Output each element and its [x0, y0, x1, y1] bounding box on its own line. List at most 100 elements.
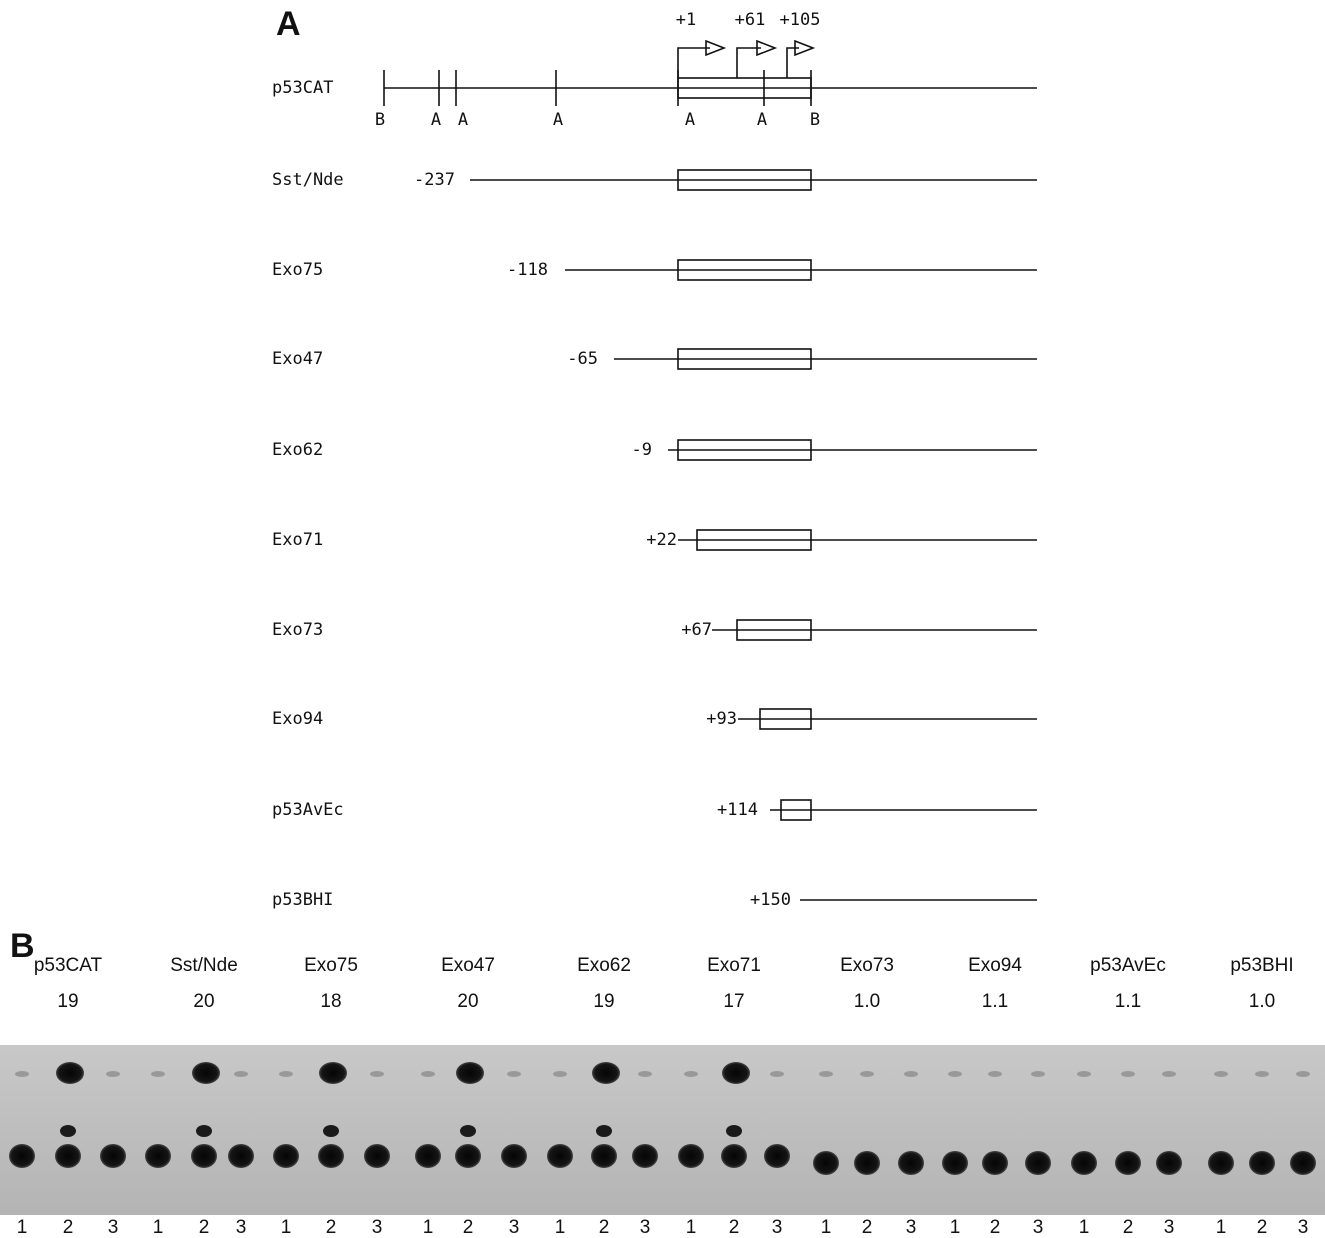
start-label: +1 [676, 10, 696, 30]
construct-name: p53BHI [272, 890, 333, 910]
lane-number: 1 [950, 1217, 961, 1238]
faint-band [1214, 1071, 1228, 1077]
group-name: Sst/Nde [170, 955, 238, 976]
lane-number: 2 [326, 1217, 337, 1238]
spot [501, 1144, 527, 1168]
site-label: A [458, 110, 468, 130]
band [323, 1125, 339, 1137]
faint-band [1031, 1071, 1045, 1077]
faint-band [234, 1071, 248, 1077]
fold-induction: 17 [723, 991, 744, 1012]
band [592, 1062, 620, 1084]
band [722, 1062, 750, 1084]
faint-band [1255, 1071, 1269, 1077]
spot [1115, 1151, 1141, 1175]
faint-band [507, 1071, 521, 1077]
start-position: +67 [681, 620, 712, 640]
construct-name: Exo62 [272, 440, 323, 460]
faint-band [15, 1071, 29, 1077]
group-name: p53CAT [34, 955, 103, 976]
band [460, 1125, 476, 1137]
start-position: +114 [717, 800, 758, 820]
lane-number: 1 [1079, 1217, 1090, 1238]
group-name: Exo47 [441, 955, 495, 976]
band [60, 1125, 76, 1137]
fold-induction: 1.0 [854, 991, 880, 1012]
site-label: B [375, 110, 385, 130]
faint-band [988, 1071, 1002, 1077]
construct-name: Exo47 [272, 349, 323, 369]
spot [228, 1144, 254, 1168]
lane-number: 2 [1123, 1217, 1134, 1238]
lane-number: 1 [153, 1217, 164, 1238]
spot [415, 1144, 441, 1168]
faint-band [770, 1071, 784, 1077]
start-label: +61 [735, 10, 766, 30]
spot [100, 1144, 126, 1168]
fold-induction: 1.1 [982, 991, 1008, 1012]
band [192, 1062, 220, 1084]
spot [1208, 1151, 1234, 1175]
group-name: Exo62 [577, 955, 631, 976]
fold-induction: 20 [193, 991, 214, 1012]
faint-band [1162, 1071, 1176, 1077]
spot [455, 1144, 481, 1168]
lane-number: 2 [599, 1217, 610, 1238]
start-position: -237 [414, 170, 455, 190]
lane-number: 2 [63, 1217, 74, 1238]
group-name: Exo75 [304, 955, 358, 976]
band [56, 1062, 84, 1084]
lane-number: 2 [729, 1217, 740, 1238]
spot [764, 1144, 790, 1168]
spot [1156, 1151, 1182, 1175]
figure: A B p53CATSst/Nde-237Exo75-118Exo47-65Ex… [0, 0, 1325, 1238]
band [319, 1062, 347, 1084]
site-label: B [810, 110, 820, 130]
spot [273, 1144, 299, 1168]
group-name: p53AvEc [1090, 955, 1166, 976]
faint-band [1296, 1071, 1310, 1077]
band [596, 1125, 612, 1137]
fold-induction: 19 [593, 991, 614, 1012]
site-label: A [757, 110, 767, 130]
spot [547, 1144, 573, 1168]
lane-number: 3 [906, 1217, 917, 1238]
start-position: +150 [750, 890, 791, 910]
lane-number: 2 [990, 1217, 1001, 1238]
site-label: A [685, 110, 695, 130]
spot [191, 1144, 217, 1168]
site-label: A [431, 110, 441, 130]
panel-label: A [276, 5, 301, 43]
lane-number: 3 [772, 1217, 783, 1238]
lane-number: 3 [108, 1217, 119, 1238]
construct-name: p53AvEc [272, 800, 344, 820]
spot [942, 1151, 968, 1175]
spot [364, 1144, 390, 1168]
lane-number: 3 [640, 1217, 651, 1238]
spot [854, 1151, 880, 1175]
start-position: +22 [646, 530, 677, 550]
spot [1071, 1151, 1097, 1175]
faint-band [638, 1071, 652, 1077]
faint-band [948, 1071, 962, 1077]
band [726, 1125, 742, 1137]
spot [982, 1151, 1008, 1175]
lane-number: 1 [1216, 1217, 1227, 1238]
faint-band [860, 1071, 874, 1077]
spot [1249, 1151, 1275, 1175]
lane-number: 3 [1033, 1217, 1044, 1238]
start-position: -118 [507, 260, 548, 280]
lane-number: 3 [509, 1217, 520, 1238]
faint-band [684, 1071, 698, 1077]
start-label: +105 [780, 10, 821, 30]
fold-induction: 19 [57, 991, 78, 1012]
faint-band [819, 1071, 833, 1077]
faint-band [106, 1071, 120, 1077]
spot [1025, 1151, 1051, 1175]
start-position: +93 [706, 709, 737, 729]
spot [591, 1144, 617, 1168]
faint-band [279, 1071, 293, 1077]
fold-induction: 1.1 [1115, 991, 1141, 1012]
spot [318, 1144, 344, 1168]
fold-induction: 20 [457, 991, 478, 1012]
